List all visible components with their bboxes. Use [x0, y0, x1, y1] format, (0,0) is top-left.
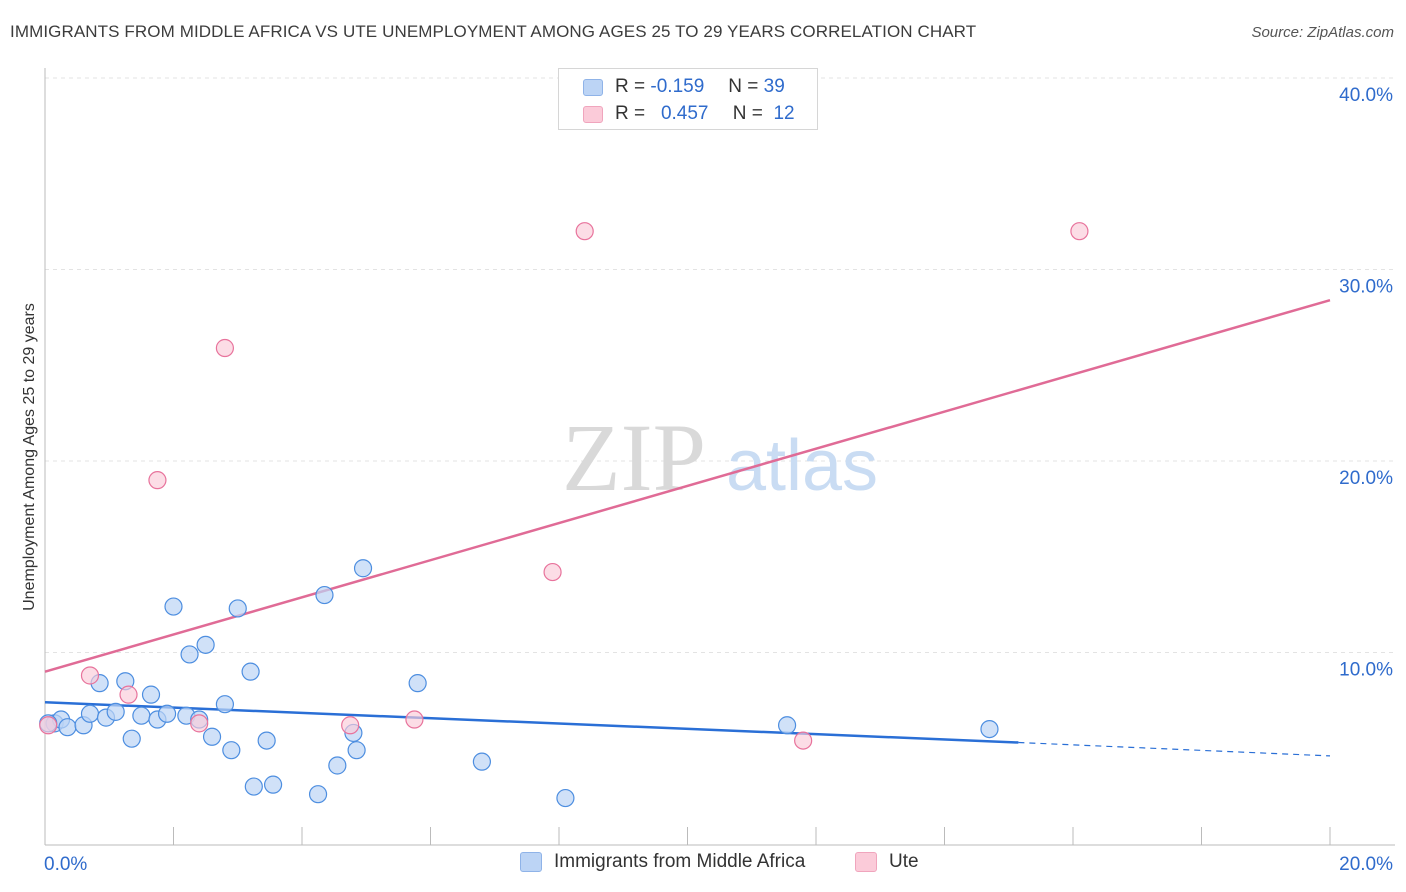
- data-point-ute: [341, 716, 360, 735]
- trend-lines: [44, 298, 1331, 757]
- data-point-middle-africa: [328, 756, 347, 775]
- legend-n-label: N =: [732, 103, 763, 124]
- data-point-middle-africa: [241, 662, 260, 681]
- gridlines: [45, 77, 1395, 653]
- y-tick-label: 10.0%: [1339, 660, 1393, 681]
- series-legend-ute[interactable]: Ute: [855, 851, 919, 873]
- data-point-middle-africa: [244, 777, 263, 796]
- legend-r-value: -0.159: [650, 76, 705, 97]
- data-point-middle-africa: [222, 741, 241, 760]
- tick-labels: 10.0% 20.0% 30.0% 40.0% 0.0% 20.0%: [44, 85, 1393, 875]
- data-point-middle-africa: [308, 785, 328, 804]
- data-point-middle-africa: [353, 559, 373, 578]
- data-point-ute: [575, 222, 594, 241]
- data-point-ute: [190, 714, 209, 733]
- y-tick-label: 40.0%: [1339, 85, 1393, 106]
- data-point-middle-africa: [347, 741, 366, 760]
- data-point-middle-africa: [141, 685, 161, 704]
- legend-n-value: 39: [763, 76, 785, 97]
- data-point-middle-africa: [215, 695, 234, 714]
- series-swatch-pink: [855, 852, 877, 872]
- watermark: ZIP atlas: [562, 404, 878, 511]
- data-point-middle-africa: [228, 599, 247, 618]
- data-point-ute: [148, 471, 167, 490]
- data-point-middle-africa: [157, 704, 177, 723]
- legend-row-middle-africa: R = -0.159 N = 39: [583, 75, 785, 99]
- data-point-ute: [215, 338, 234, 358]
- data-point-middle-africa: [556, 788, 575, 808]
- data-point-middle-africa: [202, 727, 222, 746]
- legend-row-ute: R = 0.457 N = 12: [583, 102, 795, 126]
- legend-swatch-blue: [583, 78, 603, 96]
- data-point-middle-africa: [122, 729, 141, 748]
- trend-line-ute: [44, 298, 1331, 673]
- data-point-middle-africa: [164, 597, 183, 616]
- x-tick-label: 0.0%: [44, 854, 87, 875]
- data-point-ute: [405, 710, 424, 729]
- data-point-middle-africa: [472, 752, 491, 771]
- y-tick-label: 30.0%: [1339, 277, 1393, 298]
- data-point-ute: [794, 731, 813, 750]
- trend-line-middle-africa-extension: [1018, 741, 1331, 757]
- data-point-middle-africa: [315, 585, 334, 605]
- data-point-ute: [119, 685, 138, 704]
- data-point-middle-africa: [58, 718, 77, 737]
- correlation-legend: R = -0.159 N = 39 R = 0.457 N = 12: [558, 68, 818, 130]
- series-swatch-blue: [520, 852, 542, 872]
- legend-r-value: 0.457: [660, 103, 709, 124]
- series-name: Ute: [889, 851, 919, 872]
- data-point-middle-africa: [196, 635, 215, 654]
- legend-n-label: N =: [728, 76, 759, 97]
- x-tick-label: 20.0%: [1339, 854, 1393, 875]
- y-tick-label: 20.0%: [1339, 468, 1393, 489]
- series-name: Immigrants from Middle Africa: [554, 851, 806, 872]
- series-legend: Immigrants from Middle Africa Ute: [0, 851, 1406, 877]
- data-point-middle-africa: [408, 674, 427, 693]
- source-credit: Source: ZipAtlas.com: [1251, 24, 1394, 41]
- data-point-middle-africa: [80, 704, 100, 723]
- watermark-zip: ZIP: [562, 404, 706, 511]
- trend-line-middle-africa: [44, 701, 1019, 744]
- data-point-ute: [1070, 222, 1089, 241]
- data-point-ute: [80, 666, 100, 685]
- data-point-middle-africa: [777, 716, 797, 735]
- data-point-middle-africa: [180, 645, 199, 664]
- data-point-middle-africa: [132, 706, 151, 725]
- chart-title: IMMIGRANTS FROM MIDDLE AFRICA VS UTE UNE…: [10, 22, 977, 41]
- legend-n-value: 12: [773, 103, 795, 124]
- axes: [44, 68, 1395, 846]
- data-points: [39, 222, 1089, 808]
- series-legend-middle-africa[interactable]: Immigrants from Middle Africa: [520, 851, 805, 873]
- data-point-ute: [39, 716, 58, 735]
- data-point-middle-africa: [257, 731, 276, 750]
- data-point-middle-africa: [980, 719, 999, 739]
- data-point-middle-africa: [106, 702, 125, 721]
- data-point-ute: [543, 562, 562, 582]
- legend-r-label: R =: [615, 103, 646, 124]
- legend-swatch-pink: [583, 105, 603, 123]
- data-point-middle-africa: [263, 775, 283, 794]
- legend-r-label: R =: [615, 76, 646, 97]
